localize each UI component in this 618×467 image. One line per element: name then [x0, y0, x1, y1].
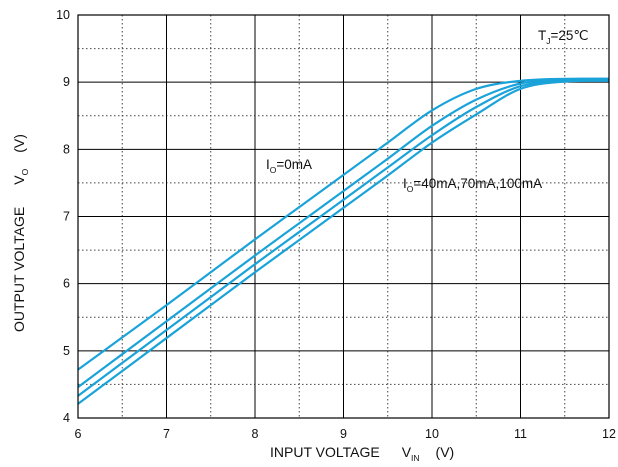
x-tick-label: 8 [252, 427, 259, 441]
grid [78, 15, 609, 418]
series-layer [77, 77, 610, 405]
y-tick-label: 5 [63, 344, 70, 358]
x-axis-label: INPUT VOLTAGE VIN (V) [270, 444, 454, 463]
series-line [77, 77, 610, 371]
x-tick-label: 11 [514, 427, 527, 441]
curve-top-annotation: IO=0mA [266, 157, 312, 175]
x-tick-label: 7 [163, 427, 170, 441]
y-tick-label: 7 [63, 210, 70, 224]
x-tick-label: 6 [75, 427, 82, 441]
series-line [77, 79, 610, 397]
series-line [77, 77, 610, 388]
plot-frame [77, 14, 610, 419]
x-tick-label: 9 [340, 427, 347, 441]
y-tick-label: 4 [63, 411, 70, 425]
x-tick-label: 10 [425, 427, 439, 441]
x-tick-labels: 6 7 8 9 10 11 12 [75, 427, 616, 441]
curve-rest-annotation: IO=40mA,70mA,100mA [403, 176, 542, 194]
condition-annotation: TJ=25℃ [538, 28, 589, 46]
y-tick-label: 10 [56, 8, 70, 22]
y-tick-label: 6 [63, 277, 70, 291]
y-tick-label: 9 [63, 75, 70, 89]
series-line [77, 79, 610, 405]
y-tick-labels: 4 5 6 7 8 9 10 [56, 8, 70, 425]
y-axis-label: OUTPUT VOLTAGEVO(V) [11, 134, 30, 332]
y-tick-label: 8 [63, 142, 70, 156]
x-tick-label: 12 [602, 427, 616, 441]
